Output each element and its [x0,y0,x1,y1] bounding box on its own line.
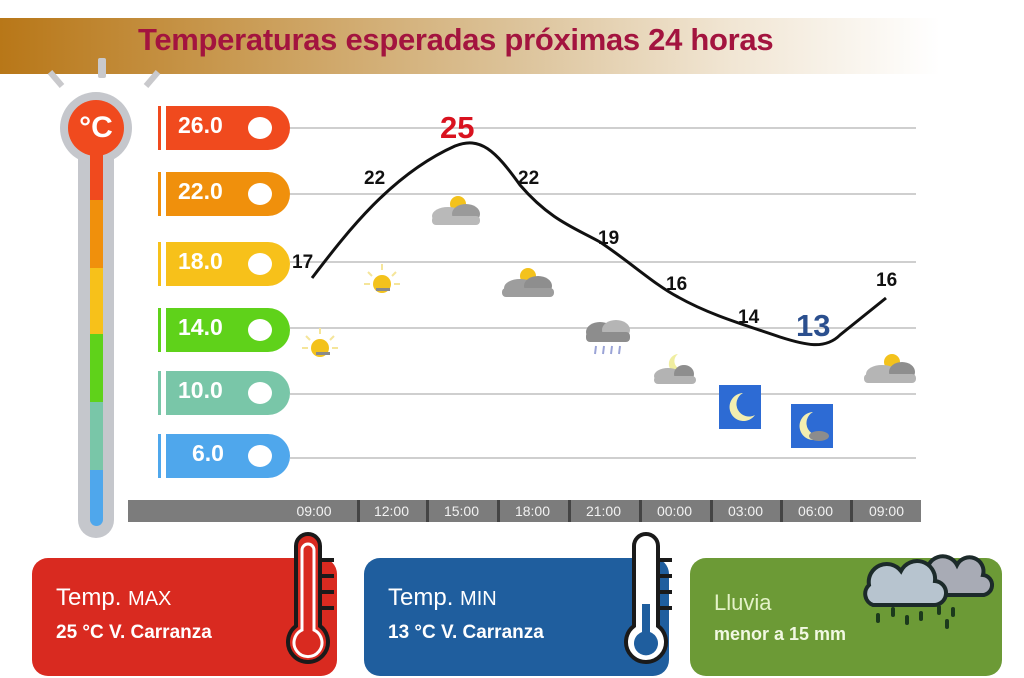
title-band [0,18,940,74]
point-label: 16 [666,274,688,295]
rain-icon [586,320,630,355]
time-tick: 15:00 [426,500,494,522]
scale-label-10: 10.0 [158,371,290,415]
partly-cloudy-icon [864,354,916,383]
rain-card-detail: menor a 15 mm [714,624,847,644]
page-title: Temperaturas esperadas próximas 24 horas [138,22,774,57]
max-card-title: Temp. [56,584,122,611]
point-label: 22 [364,168,386,189]
max-point-label: 25 [440,110,475,145]
gridline [290,457,916,459]
partly-sunny-icon [302,328,338,357]
time-tick: 12:00 [357,500,423,522]
time-tick: 21:00 [568,500,636,522]
thermometer-low-icon [624,532,672,664]
time-tick: 09:00 [296,503,332,519]
min-card-subtitle: MIN [460,588,497,610]
rain-clouds-icon [863,554,994,629]
gridline [290,261,916,263]
clear-night-moon-icon [719,385,761,429]
point-label: 17 [292,252,314,273]
time-tick: 09:00 [850,500,920,522]
thermometer-high-icon [286,532,334,664]
gridline [290,393,916,395]
thermometer-rays-icon [47,58,161,88]
scale-label-14: 14.0 [158,308,290,352]
point-label: 22 [518,168,540,189]
gridline [290,127,916,129]
time-axis [128,500,921,522]
sunny-hazy-icon [364,264,400,293]
time-tick: 03:00 [710,500,778,522]
partly-cloudy-icon [432,196,480,225]
time-tick: 18:00 [497,500,565,522]
scale-label-22: 22.0 [158,172,290,216]
cloudy-night-moon-icon [654,354,696,384]
max-temp-card: Temp. MAX 25 °C V. Carranza [32,558,337,676]
scale-label-26: 26.0 [158,106,290,150]
max-card-subtitle: MAX [128,588,172,610]
point-label: 14 [738,307,760,328]
scale-label-6: 6.0 [158,434,290,478]
min-card-detail: 13 °C V. Carranza [388,622,544,643]
point-label: 19 [598,228,620,249]
point-label: 16 [876,270,898,291]
cloudy-night-icon [791,404,833,448]
rain-card-title: Lluvia [714,590,772,615]
time-tick: 06:00 [780,500,848,522]
max-card-detail: 25 °C V. Carranza [56,622,212,643]
time-tick: 00:00 [639,500,707,522]
min-card-title: Temp. [388,584,454,611]
min-point-label: 13 [796,308,831,343]
celsius-unit-label: °C [68,100,124,156]
min-temp-card: Temp. MIN 13 °C V. Carranza [364,558,669,676]
gridline [290,193,916,195]
partly-cloudy-icon [502,268,554,297]
thermometer-icon: °C [60,92,132,538]
scale-label-18: 18.0 [158,242,290,286]
